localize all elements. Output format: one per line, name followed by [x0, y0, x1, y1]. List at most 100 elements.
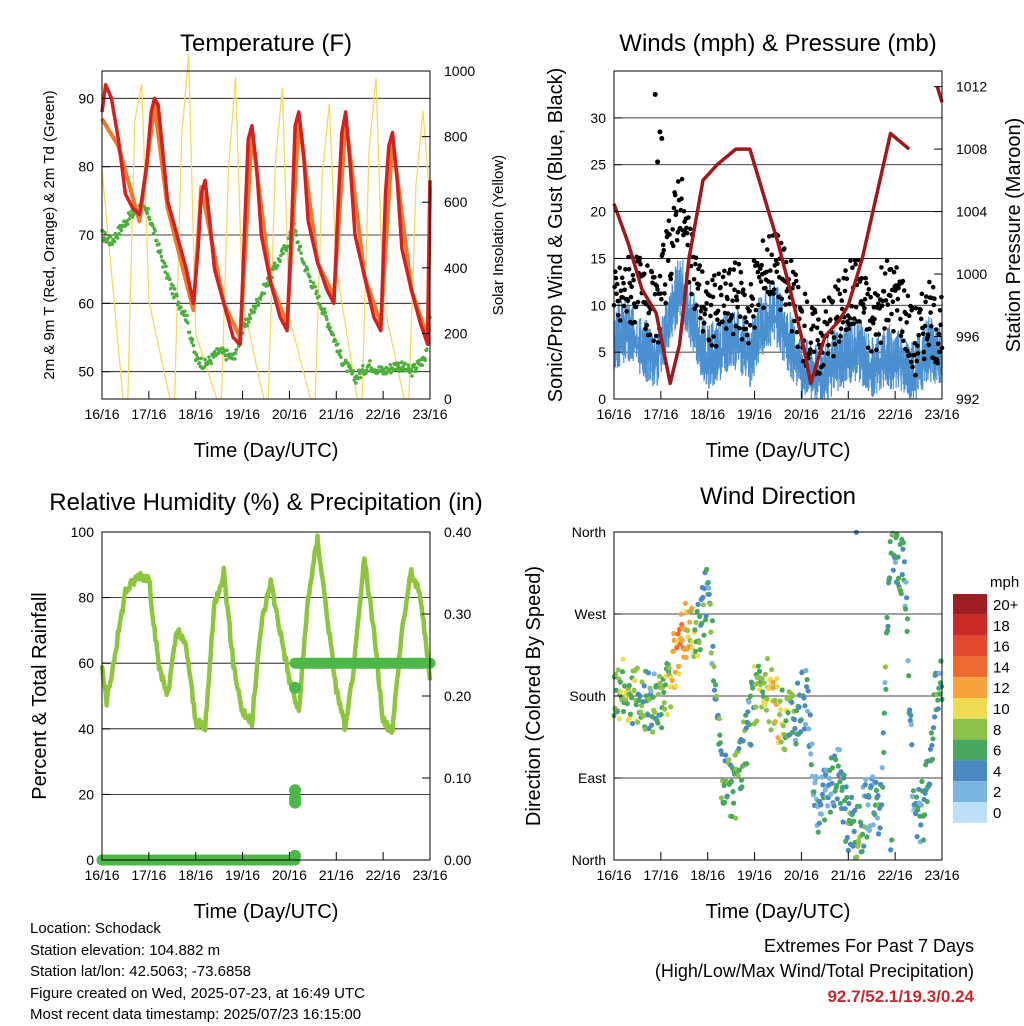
gust-point	[730, 298, 735, 304]
gust-point	[652, 275, 657, 280]
direction-point	[668, 704, 674, 710]
dewpoint-point	[315, 289, 319, 294]
direction-point	[935, 697, 941, 703]
direction-point	[870, 822, 876, 828]
gust-point	[862, 306, 867, 311]
gust-point	[915, 351, 921, 356]
direction-point	[802, 721, 809, 727]
dewpoint-point	[313, 284, 318, 289]
direction-point	[909, 742, 915, 748]
legend-swatch	[953, 739, 987, 761]
direction-point	[866, 827, 873, 834]
gust-point	[844, 276, 850, 282]
y-tick-label: 20	[78, 786, 94, 802]
gust-point	[923, 299, 928, 305]
legend-label: 14	[993, 659, 1010, 676]
direction-point	[759, 675, 765, 682]
gust-point	[621, 280, 626, 286]
gust-point	[738, 269, 744, 275]
gust-point	[910, 364, 915, 370]
y-right-tick-label: 0.40	[444, 524, 471, 540]
direction-point	[927, 746, 934, 752]
direction-point	[856, 840, 862, 846]
gust-point	[720, 274, 726, 280]
direction-point	[702, 617, 709, 623]
direction-point	[648, 688, 654, 694]
gust-point	[859, 275, 865, 281]
solar-ylabel: Solar Insolation (Yellow)	[490, 155, 507, 315]
gust-point	[663, 300, 668, 306]
dewpoint-point	[233, 351, 238, 355]
direction-point	[819, 774, 825, 780]
pressure-series	[612, 86, 944, 386]
gust-point	[816, 342, 822, 348]
dewpoint-point	[153, 229, 157, 233]
dewpoint-point	[410, 374, 414, 378]
gust-point	[712, 282, 718, 288]
gust-point	[737, 314, 743, 319]
recent-text: Most recent data timestamp: 2025/07/23 1…	[30, 1006, 362, 1023]
direction-point	[802, 703, 808, 709]
direction-point	[722, 799, 728, 805]
gust-point	[836, 278, 841, 283]
gust-point	[901, 338, 906, 344]
gust-point	[703, 307, 708, 312]
direction-point	[863, 776, 869, 783]
x-tick-label: 18/16	[178, 867, 213, 883]
gust-point	[734, 297, 740, 303]
gust-point	[881, 289, 887, 294]
x-tick-label: 21/16	[831, 867, 866, 883]
direction-point	[704, 566, 710, 573]
dewpoint-point	[258, 297, 263, 301]
gust-point	[706, 338, 712, 343]
gust-point	[865, 345, 871, 351]
gust-point	[864, 280, 869, 286]
y-right-tick-label: 0	[444, 391, 452, 407]
direction-series	[611, 529, 945, 861]
temperature-title: Temperature (F)	[180, 30, 352, 57]
dewpoint-point	[397, 361, 401, 366]
direction-point	[777, 698, 783, 704]
direction-point	[743, 725, 749, 731]
direction-point	[798, 729, 804, 735]
direction-point	[795, 680, 801, 686]
gust-point	[659, 135, 665, 141]
direction-point	[717, 732, 723, 738]
gust-point	[886, 317, 891, 323]
gust-point	[846, 326, 851, 332]
station-info: Location: Schodack Station elevation: 10…	[30, 918, 365, 1026]
dewpoint-point	[199, 356, 203, 361]
direction-point	[789, 699, 795, 706]
gust-point	[842, 288, 848, 294]
gust-point	[853, 304, 859, 310]
x-tick-label: 19/16	[737, 406, 772, 422]
gust-point	[635, 299, 641, 305]
gust-point	[852, 258, 858, 263]
temp-2m-line	[100, 82, 432, 347]
y-right-tick-label: 992	[956, 391, 980, 407]
dewpoint-point	[164, 264, 168, 269]
gust-point	[906, 313, 912, 319]
gust-point	[652, 291, 658, 297]
direction-point	[695, 601, 701, 608]
gust-point	[919, 291, 925, 297]
y-right-tick-label: 1004	[956, 204, 987, 220]
gust-point	[808, 340, 814, 346]
direction-point	[899, 572, 905, 578]
dewpoint-point	[311, 281, 316, 285]
direction-point	[772, 697, 778, 703]
gust-point	[743, 326, 749, 332]
direction-point	[718, 795, 725, 801]
direction-point	[805, 708, 811, 714]
gust-point	[671, 205, 677, 211]
direction-point	[778, 739, 784, 745]
dewpoint-point	[414, 366, 419, 370]
direction-point	[910, 788, 917, 794]
x-tick-label: 17/16	[643, 406, 678, 422]
direction-point	[624, 701, 630, 707]
gust-point	[840, 320, 846, 325]
gust-point	[729, 313, 735, 318]
dewpoint-point	[196, 356, 200, 361]
dewpoint-point	[364, 368, 369, 373]
gust-point	[815, 338, 820, 343]
